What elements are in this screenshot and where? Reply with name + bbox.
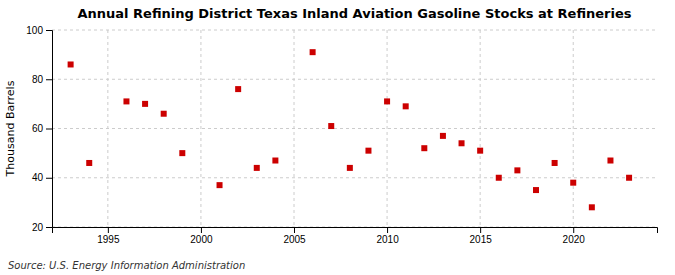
point	[142, 101, 148, 107]
axis-line	[53, 228, 658, 234]
point	[533, 187, 539, 193]
grid-line-y	[52, 128, 657, 129]
point	[496, 175, 502, 181]
tick-mark	[46, 227, 52, 228]
tick: 20	[32, 222, 52, 233]
tick-label: 60	[32, 123, 44, 134]
point	[607, 158, 613, 164]
y-axis-title: Thousand Barrels	[4, 80, 17, 177]
tick-mark	[573, 227, 574, 233]
point	[589, 204, 595, 210]
title: Annual Refining District Texas Inland Av…	[77, 6, 631, 21]
point	[235, 86, 241, 92]
grid-line-y	[52, 177, 657, 178]
point	[179, 150, 185, 156]
point	[68, 61, 74, 67]
tick: 80	[32, 74, 52, 85]
tick-mark	[46, 30, 52, 31]
grid-line-x	[200, 30, 201, 227]
tick-label: 2010	[376, 234, 399, 245]
tick: 2010	[376, 227, 399, 245]
point	[477, 148, 483, 154]
tick: 40	[32, 172, 52, 183]
grid-line-x	[573, 30, 574, 227]
point	[123, 98, 129, 104]
point	[365, 148, 371, 154]
y-axis: 20 40 60 80 100	[26, 25, 52, 233]
tick-label: 2000	[190, 234, 213, 245]
point	[272, 158, 278, 164]
tick-label: 2005	[283, 234, 306, 245]
tick-label: 1995	[97, 234, 120, 245]
grid-line-y	[52, 79, 657, 80]
axis-line	[46, 31, 53, 228]
point	[421, 145, 427, 151]
tick-label: 20	[32, 222, 44, 233]
tick: 2005	[283, 227, 306, 245]
tick-mark	[46, 178, 52, 179]
point	[403, 103, 409, 109]
chart: 19952000200520102015202020406080100Annua…	[0, 0, 675, 275]
tick-label: 2020	[563, 234, 586, 245]
point	[161, 111, 167, 117]
tick-mark	[108, 227, 109, 233]
tick-mark	[46, 129, 52, 130]
tick-mark	[294, 227, 295, 233]
tick-label: 80	[32, 74, 44, 85]
tick: 2000	[190, 227, 213, 245]
points	[68, 49, 632, 210]
x-axis: 1995 2000 2005 2010 2015 2020	[53, 227, 658, 245]
tick: 1995	[97, 227, 120, 245]
point	[459, 140, 465, 146]
source: Source: U.S. Energy Information Administ…	[8, 260, 245, 271]
tick-mark	[480, 227, 481, 233]
point	[552, 160, 558, 166]
point	[254, 165, 260, 171]
point	[347, 165, 353, 171]
tick-mark	[46, 79, 52, 80]
point	[570, 180, 576, 186]
tick: 2020	[563, 227, 586, 245]
point	[86, 160, 92, 166]
point	[328, 123, 334, 129]
point	[440, 133, 446, 139]
tick-label: 40	[32, 172, 44, 183]
point	[626, 175, 632, 181]
plot: 19952000200520102015202020406080100	[26, 25, 657, 245]
point	[217, 182, 223, 188]
tick: 100	[26, 25, 52, 36]
tick-label: 2015	[470, 234, 493, 245]
tick: 60	[32, 123, 52, 134]
grid-line-y	[52, 30, 657, 31]
point	[514, 167, 520, 173]
tick-mark	[387, 227, 388, 233]
tick-label: 100	[26, 25, 43, 36]
grid	[52, 30, 657, 227]
tick: 2015	[470, 227, 493, 245]
point	[310, 49, 316, 55]
point	[384, 98, 390, 104]
grid-line-x	[387, 30, 388, 227]
tick-mark	[201, 227, 202, 233]
